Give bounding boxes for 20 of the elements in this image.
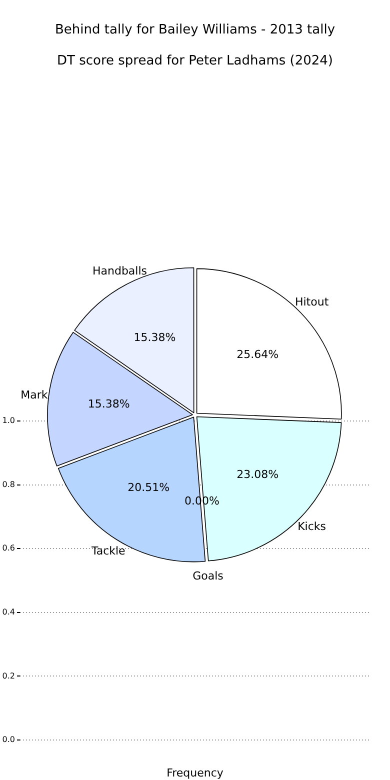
data-label: 25.64%	[236, 348, 279, 361]
data-label: 15.38%	[88, 397, 130, 410]
data-label: 20.51%	[128, 481, 170, 494]
x-axis-title: Frequency	[166, 766, 224, 780]
slice-label: Kicks	[298, 520, 326, 534]
slice-label: Tackle	[90, 544, 126, 558]
chart-subtitle: DT score spread for Peter Ladhams (2024)	[57, 53, 333, 68]
category-label: Goals	[192, 569, 224, 582]
y-tick-label: 0.4	[2, 607, 15, 616]
y-tick-label: 0.0	[2, 735, 15, 744]
y-tick-label: 0.6	[2, 544, 15, 553]
slice-label: Hitout	[294, 296, 330, 309]
data-label: 15.38%	[134, 331, 176, 344]
slice-label: Handballs	[92, 264, 148, 278]
slice-label: Mark	[20, 388, 48, 402]
data-label: 23.08%	[236, 468, 279, 481]
chart-title: Behind tally for Bailey Williams - 2013 tally	[54, 22, 336, 38]
y-tick-label: 1.0	[2, 416, 15, 426]
y-tick-label: 0.8	[2, 480, 15, 489]
y-tick-label: 0.2	[2, 671, 15, 680]
